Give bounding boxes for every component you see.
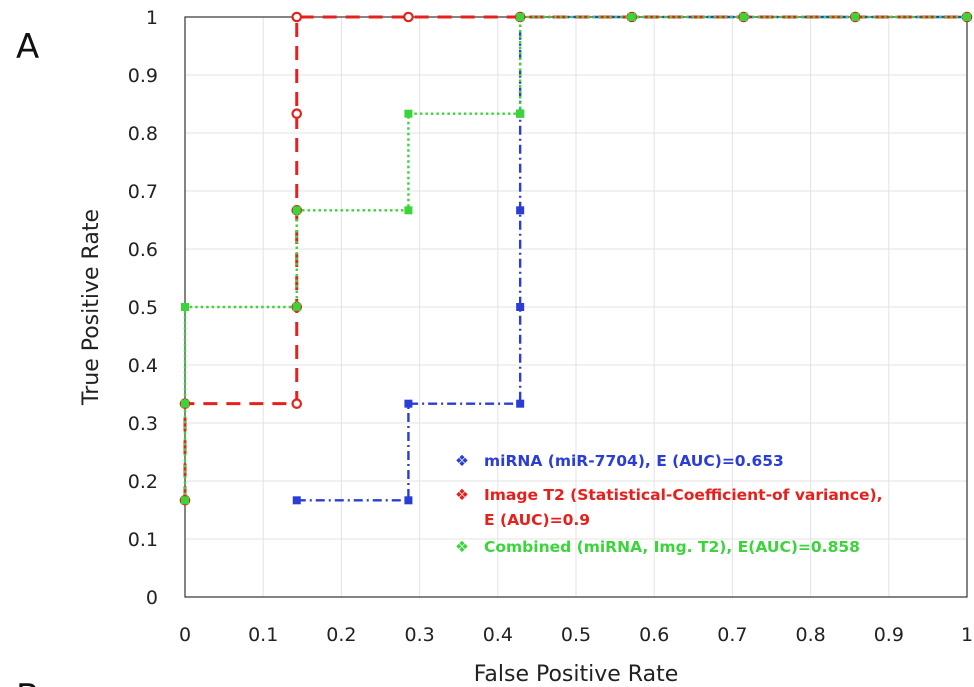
series-point (292, 303, 301, 311)
x-tick-label: 0.1 (248, 624, 278, 646)
series-point (516, 206, 525, 215)
x-tick-label: 0.4 (483, 624, 513, 646)
series-point (516, 109, 525, 118)
x-tick-label: 0.6 (639, 624, 669, 646)
series-point (516, 303, 525, 311)
series-point (181, 399, 189, 408)
legend: ❖ miRNA (miR-7704), E (AUC)=0.653 ❖ Image T… (455, 452, 883, 556)
y-tick-labels: 0 0.1 0.2 0.3 0.4 0.5 0.6 0.7 0.8 0.9 1 (128, 7, 158, 609)
series-point (291, 108, 303, 119)
x-axis-title: False Positive Rate (474, 662, 678, 687)
series-point (404, 496, 413, 505)
series-line (296, 15, 967, 502)
series-point (739, 13, 748, 21)
panel-letter-a: A (16, 27, 39, 67)
legend-label: E (AUC)=0.9 (484, 511, 590, 529)
legend-label: miRNA (miR-7704), E (AUC)=0.653 (484, 452, 784, 470)
series-point (627, 13, 636, 21)
x-tick-label: 0.8 (795, 624, 825, 646)
x-tick-label: 0.2 (326, 624, 356, 646)
y-tick-label: 0.3 (128, 413, 158, 435)
series-point (292, 206, 301, 215)
x-tick-label: 0 (179, 624, 191, 646)
legend-label: Image T2 (Statistical-Coefficient-of var… (484, 486, 883, 504)
series-point (516, 13, 525, 21)
y-tick-label: 1 (146, 7, 158, 29)
series-point (404, 399, 413, 408)
x-tick-labels: 0 0.1 0.2 0.3 0.4 0.5 0.6 0.7 0.8 0.9 1 (179, 624, 973, 646)
legend-label: Combined (miRNA, Img. T2), E(AUC)=0.858 (484, 538, 860, 556)
series-point (181, 303, 189, 311)
legend-marker-icon: ❖ (455, 452, 469, 470)
x-tick-label: 0.7 (717, 624, 747, 646)
series-point (181, 496, 189, 505)
y-tick-label: 0.5 (128, 297, 158, 319)
y-tick-label: 0 (146, 587, 158, 609)
y-tick-label: 0.2 (128, 471, 158, 493)
series-point (516, 399, 525, 408)
x-tick-label: 1 (961, 624, 973, 646)
series-point (292, 496, 301, 505)
legend-marker-icon: ❖ (455, 538, 469, 556)
grid (184, 16, 968, 598)
series-point (851, 13, 860, 21)
series-point (403, 11, 414, 23)
series-layer (179, 11, 973, 506)
series-0 (292, 13, 971, 505)
panel-letter-b-partial: B (16, 677, 39, 687)
series-point (291, 398, 303, 409)
series-2 (181, 13, 971, 505)
y-tick-label: 0.8 (128, 123, 158, 145)
y-tick-label: 0.4 (128, 355, 158, 377)
y-tick-label: 0.1 (128, 529, 158, 551)
series-point (404, 109, 413, 118)
y-tick-label: 0.9 (128, 65, 158, 87)
y-tick-label: 0.7 (128, 181, 158, 203)
x-tick-label: 0.5 (561, 624, 591, 646)
series-point (291, 11, 303, 23)
x-tick-label: 0.3 (404, 624, 434, 646)
y-axis-title: True Positive Rate (79, 209, 104, 406)
series-point (404, 206, 413, 215)
legend-marker-icon: ❖ (455, 486, 469, 504)
x-tick-label: 0.9 (874, 624, 904, 646)
y-tick-label: 0.6 (128, 239, 158, 261)
series-point (963, 13, 971, 21)
